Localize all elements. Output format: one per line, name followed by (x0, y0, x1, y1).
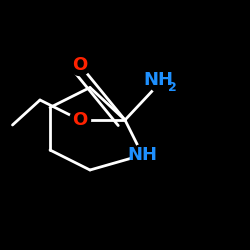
Text: O: O (72, 56, 88, 74)
Text: 2: 2 (168, 81, 177, 94)
Circle shape (149, 66, 176, 94)
Circle shape (132, 144, 153, 166)
Circle shape (70, 110, 90, 130)
Text: O: O (72, 111, 88, 129)
Text: NH: NH (128, 146, 158, 164)
Text: NH: NH (143, 71, 173, 89)
Circle shape (70, 54, 90, 76)
